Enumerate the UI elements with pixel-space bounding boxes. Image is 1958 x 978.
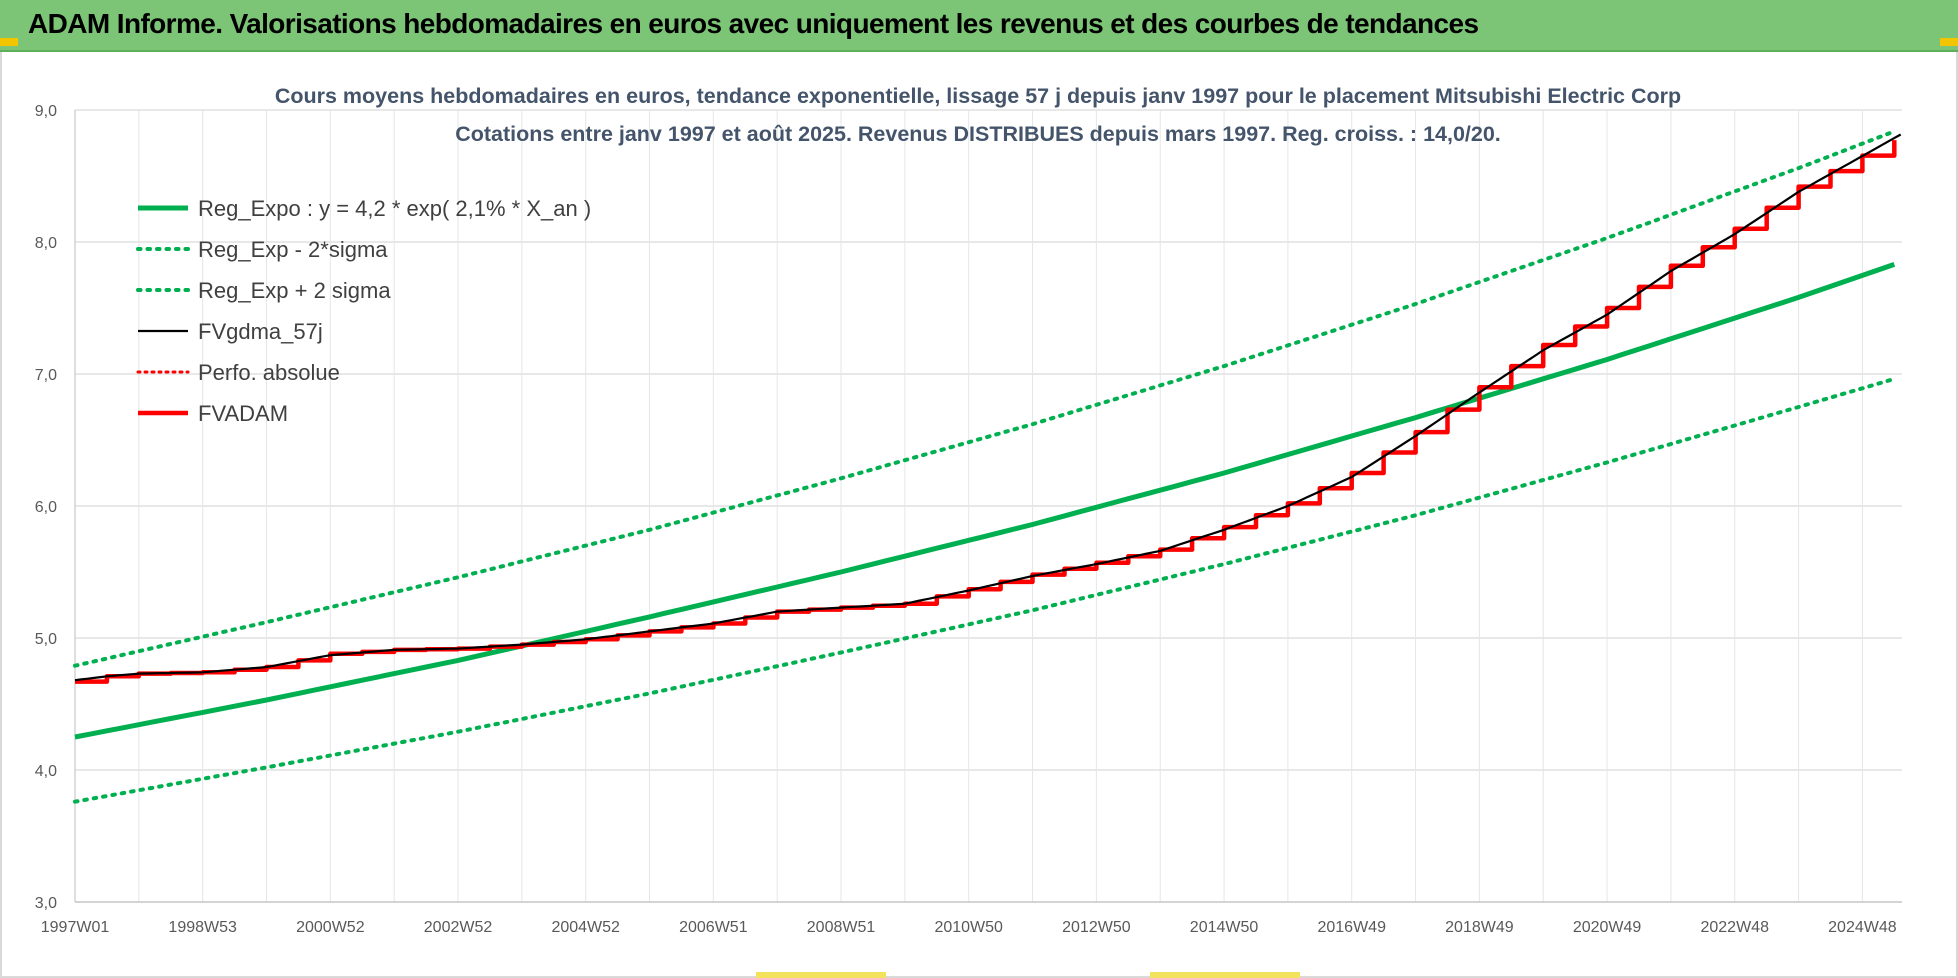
x-tick-label: 2012W50 — [1062, 919, 1131, 936]
chart-subtitle: Cotations entre janv 1997 et août 2025. … — [455, 122, 1501, 146]
bottom-accent-left — [756, 972, 886, 978]
legend-entry: FVgdma_57j — [198, 319, 323, 344]
x-tick-label: 2006W51 — [679, 919, 748, 936]
x-tick-label: 2024W48 — [1828, 919, 1897, 936]
legend-entry: Reg_Expo : y = 4,2 * exp( 2,1% * X_an ) — [198, 196, 591, 221]
x-tick-label: 2018W49 — [1445, 919, 1514, 936]
legend-entry: Reg_Exp - 2*sigma — [198, 237, 388, 262]
series-line-1 — [73, 376, 1897, 804]
y-tick-label: 7,0 — [35, 367, 57, 384]
report-title: ADAM Informe. Valorisations hebdomadaire… — [28, 8, 1479, 39]
y-tick-label: 6,0 — [35, 499, 57, 516]
x-tick-label: 1998W53 — [168, 919, 237, 936]
x-tick-label: 2010W50 — [934, 919, 1003, 936]
x-tick-label: 2000W52 — [296, 919, 365, 936]
legend: Reg_Expo : y = 4,2 * exp( 2,1% * X_an ) R… — [136, 196, 591, 426]
y-tick-label: 8,0 — [35, 235, 57, 252]
legend-entry: Perfo. absolue — [198, 360, 340, 385]
y-tick-label: 4,0 — [35, 763, 57, 780]
grid-layer — [74, 109, 1902, 903]
series-layer — [73, 129, 1902, 804]
legend-entry: Reg_Exp + 2 sigma — [198, 278, 391, 303]
x-tick-label: 2002W52 — [424, 919, 493, 936]
tick-layer: 3,0 4,0 5,0 6,0 7,0 8,0 9,0 1997W01 1998W53 2000W… — [35, 103, 1897, 936]
x-tick-label: 2016W49 — [1317, 919, 1386, 936]
x-tick-label: 2008W51 — [807, 919, 876, 936]
x-tick-label: 2022W48 — [1700, 919, 1769, 936]
y-tick-label: 5,0 — [35, 631, 57, 648]
series-line-0 — [74, 262, 1896, 740]
x-tick-label: 2014W50 — [1190, 919, 1259, 936]
chart-title: Cours moyens hebdomadaires en euros, ten… — [275, 84, 1681, 108]
legend-entry: FVADAM — [198, 401, 288, 426]
series-line-5 — [75, 140, 1897, 684]
report-banner: ADAM Informe. Valorisations hebdomadaire… — [0, 0, 1958, 52]
corner-accent-left — [0, 38, 18, 46]
y-tick-label: 9,0 — [35, 103, 57, 120]
x-tick-label: 2020W49 — [1573, 919, 1642, 936]
corner-accent-right — [1940, 38, 1958, 46]
chart-frame — [0, 52, 1958, 978]
x-tick-label: 2004W52 — [551, 919, 620, 936]
y-tick-label: 3,0 — [35, 895, 57, 912]
x-tick-label: 1997W01 — [41, 919, 110, 936]
series-line-3 — [74, 133, 1902, 682]
bottom-accent-right — [1150, 972, 1300, 978]
